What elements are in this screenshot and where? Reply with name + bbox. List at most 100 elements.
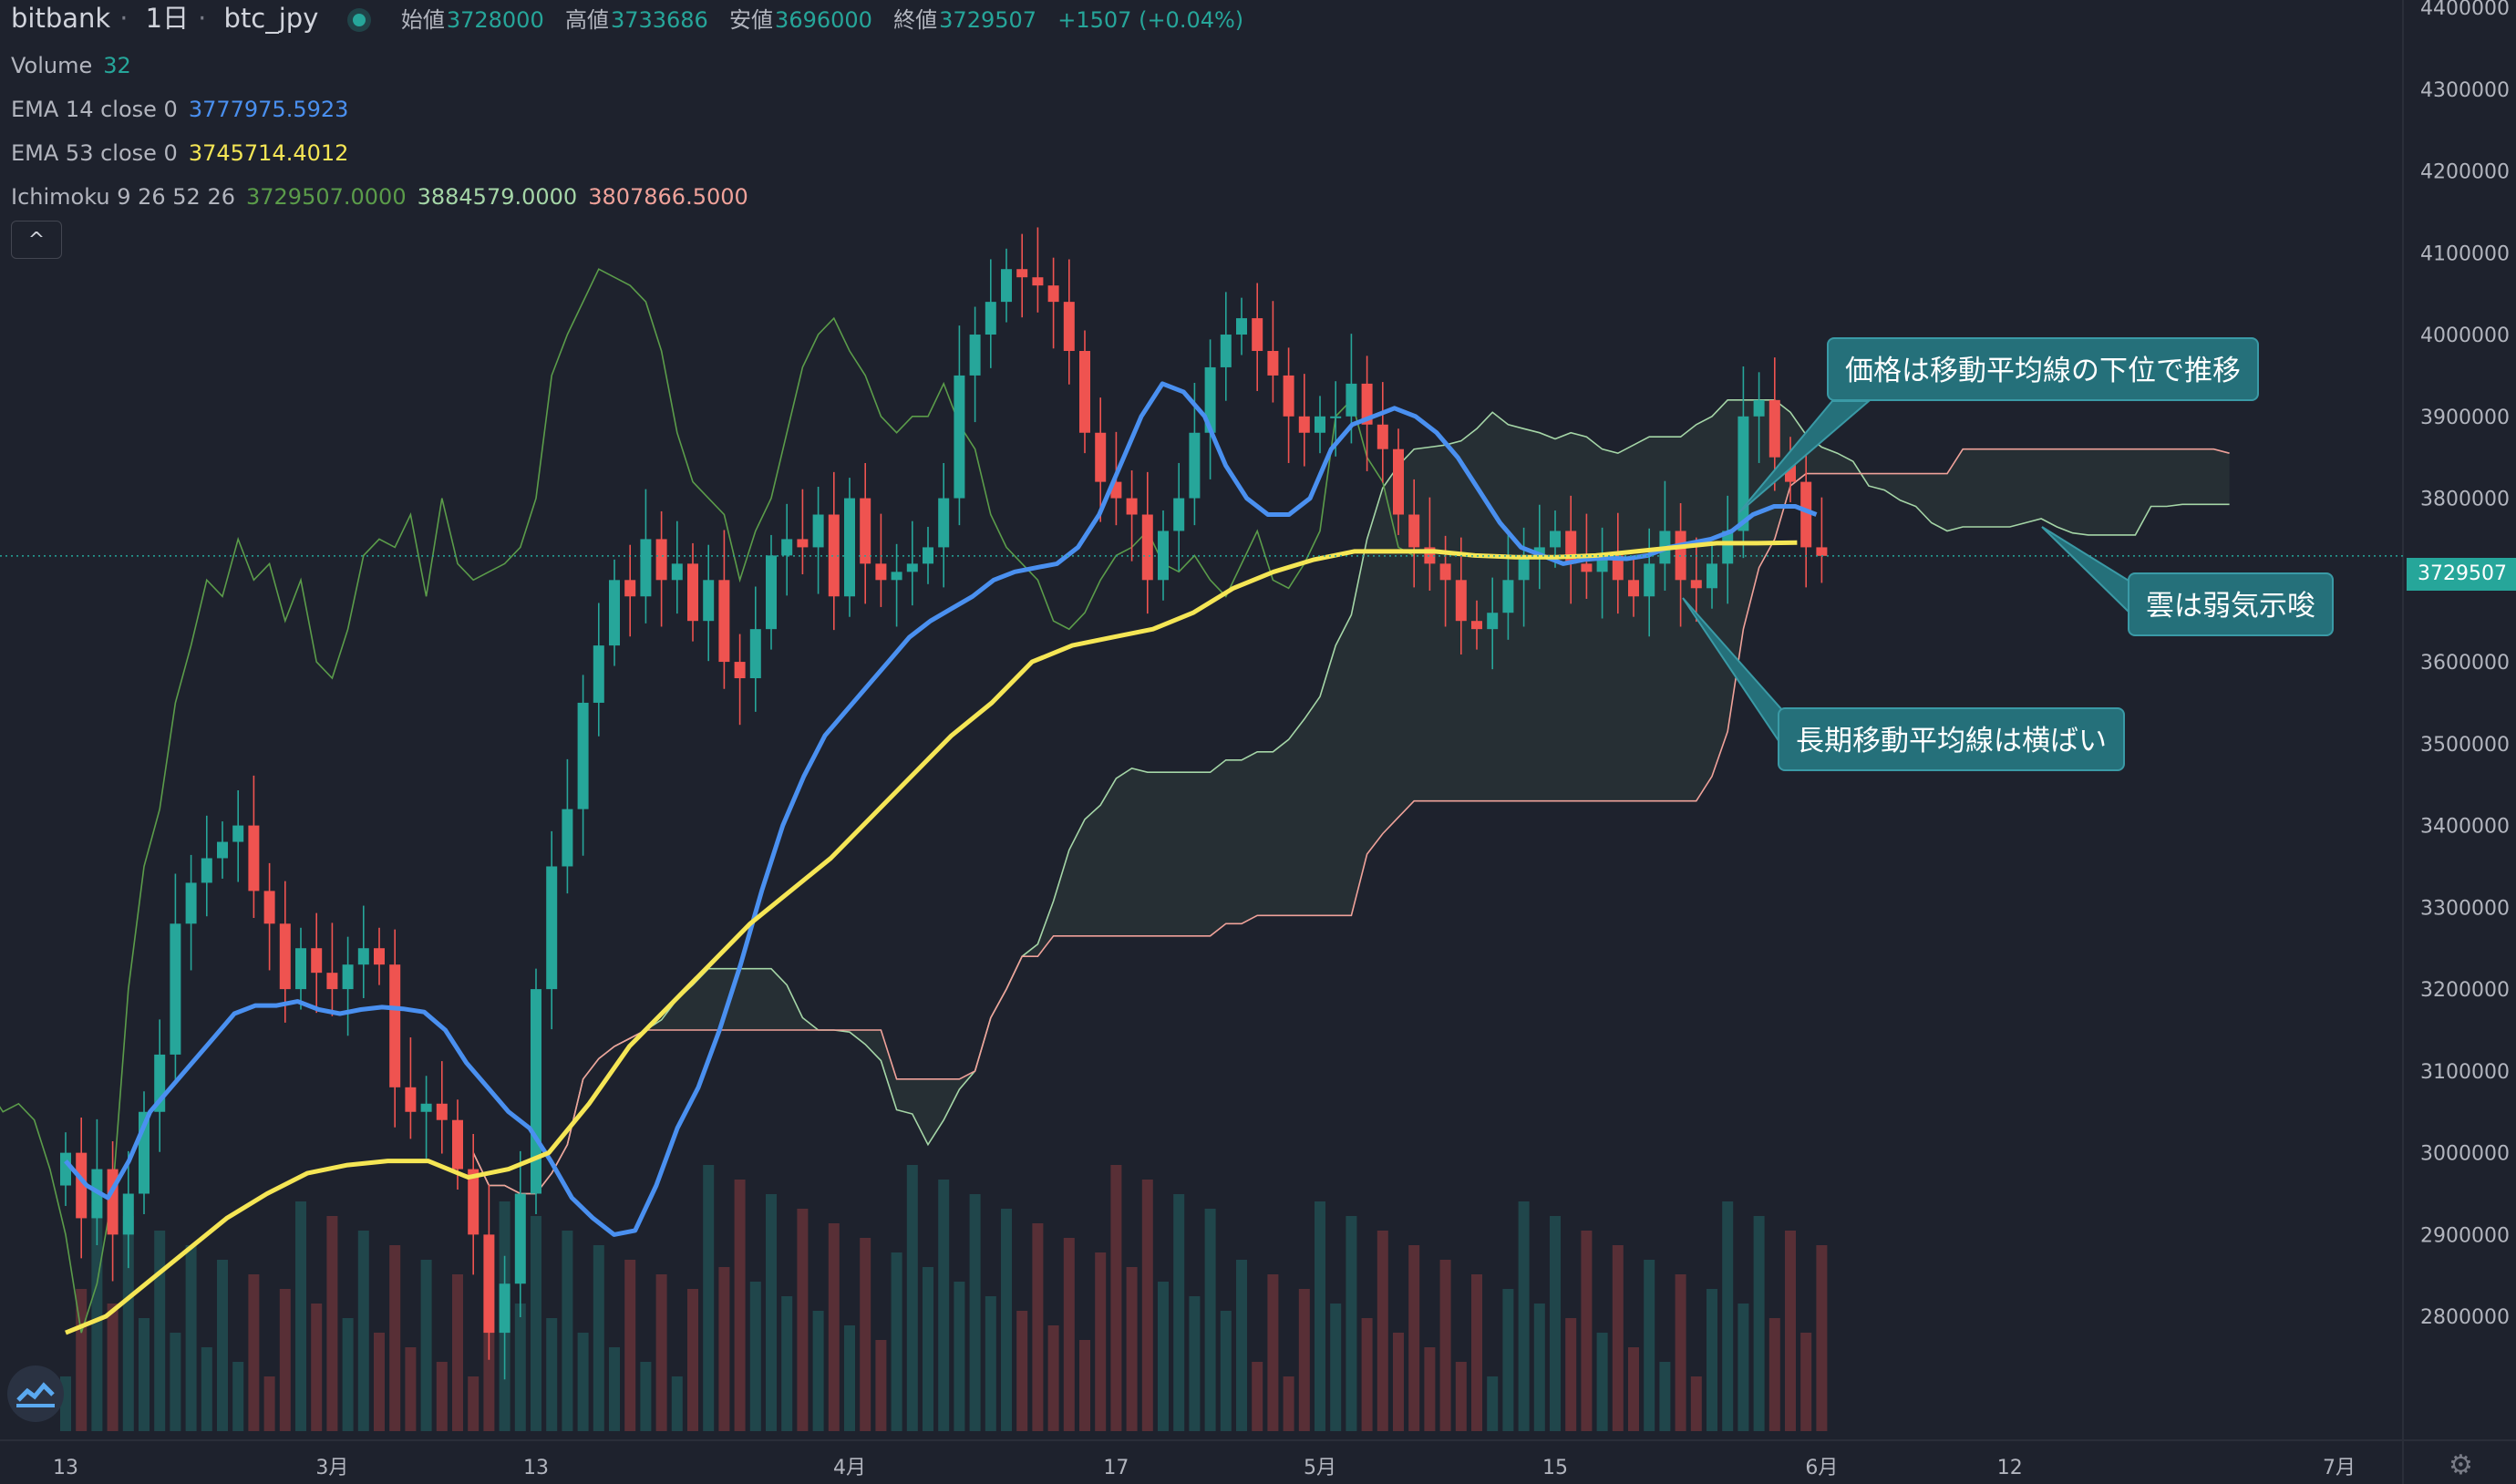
volume-bar	[1487, 1376, 1499, 1431]
volume-bar	[875, 1340, 887, 1431]
volume-bar	[436, 1362, 448, 1431]
volume-bar	[1455, 1362, 1467, 1431]
volume-bar	[1267, 1274, 1279, 1431]
volume-bar	[468, 1376, 479, 1431]
volume-bar	[122, 1216, 134, 1431]
candle-body	[1393, 448, 1404, 515]
volume-bar	[1707, 1289, 1717, 1431]
volume-bar	[640, 1362, 652, 1431]
callout-pointers	[1682, 400, 2134, 751]
x-tick-label: 13	[523, 1457, 549, 1479]
candle-body	[1173, 498, 1185, 531]
ichimoku-cloud	[0, 268, 2230, 1334]
volume-bar	[1581, 1231, 1593, 1431]
volume-legend[interactable]: Volume 32	[11, 51, 142, 80]
leading-span-b	[472, 448, 2230, 1195]
low-label: 安値	[729, 7, 774, 33]
candle-body	[875, 563, 887, 581]
callout-cloud-bearish: 雲は弱気示唆	[2128, 572, 2334, 636]
volume-bar	[671, 1376, 683, 1431]
candle-body	[655, 539, 667, 581]
x-tick-label: 17	[1103, 1457, 1129, 1479]
x-tick-label: 12	[1997, 1457, 2023, 1479]
volume-bar	[1377, 1231, 1388, 1431]
volume-bar	[1361, 1318, 1373, 1431]
y-tick-label: 3300000	[2420, 897, 2510, 920]
volume-bar	[374, 1333, 385, 1431]
candle-body	[248, 825, 260, 891]
volume-bar	[1110, 1165, 1122, 1431]
volume-bar	[781, 1296, 793, 1431]
candle-body	[531, 989, 541, 1194]
close-label: 終値	[893, 7, 938, 33]
candle-body	[812, 514, 824, 548]
candle-body	[499, 1283, 510, 1334]
y-tick-label: 2900000	[2420, 1224, 2510, 1247]
candle-body	[122, 1193, 134, 1235]
candle-body	[593, 645, 604, 703]
collapse-legend-button[interactable]: ^	[11, 221, 62, 259]
candle-body	[389, 964, 401, 1087]
interval[interactable]: 1日	[145, 3, 190, 34]
candle-body	[232, 825, 244, 842]
close-value: 3729507	[939, 7, 1037, 33]
candle-body	[279, 923, 291, 990]
candle-body	[1330, 416, 1342, 418]
pointer-price-below-ma	[1738, 400, 1872, 513]
pointer-cloud-bearish	[2041, 526, 2134, 619]
settings-gear-icon[interactable]: ⚙	[2449, 1449, 2473, 1481]
candle-body	[1267, 350, 1279, 376]
volume-bar	[562, 1231, 573, 1431]
volume-bar	[906, 1165, 918, 1431]
candle-body	[1220, 335, 1232, 367]
volume-bar	[687, 1289, 698, 1431]
candle-body	[562, 809, 573, 867]
candle-body	[1063, 302, 1075, 351]
ema53-legend[interactable]: EMA 53 close 0 3745714.4012	[11, 139, 359, 168]
candle-body	[1707, 563, 1717, 589]
volume-bar	[389, 1245, 401, 1431]
candle-body	[311, 948, 323, 974]
volume-bar	[1675, 1274, 1686, 1431]
candle-body	[1550, 531, 1561, 548]
volume-bar	[1737, 1304, 1749, 1431]
y-tick-label: 4300000	[2420, 79, 2510, 102]
tradingview-logo-icon[interactable]	[7, 1365, 64, 1422]
candle-body	[201, 858, 212, 883]
volume-bar	[295, 1201, 306, 1431]
volume-bar	[1659, 1362, 1671, 1431]
candle-body	[342, 964, 354, 990]
volume-bar	[1644, 1260, 1655, 1431]
ema-lines	[64, 381, 1818, 1335]
candle-body	[1236, 318, 1247, 335]
ema14-value: 3777975.5923	[188, 97, 349, 122]
candle-body	[546, 866, 558, 990]
y-tick-label: 3900000	[2420, 407, 2510, 429]
ema14-legend[interactable]: EMA 14 close 0 3777975.5923	[11, 95, 359, 124]
candle-body	[1690, 580, 1702, 589]
y-tick-label: 4100000	[2420, 242, 2510, 265]
volume-bar	[766, 1194, 777, 1431]
cloud-fill	[473, 399, 2230, 1194]
volume-bar	[1753, 1216, 1765, 1431]
volume-bar	[1550, 1216, 1561, 1431]
low-value: 3696000	[775, 7, 872, 33]
callout-long-ma-flat: 長期移動平均線は横ばい	[1778, 707, 2125, 771]
candle-body	[1158, 531, 1169, 581]
volume-bar	[311, 1304, 323, 1431]
candle-body	[1126, 498, 1138, 515]
volume-bar	[342, 1318, 354, 1431]
volume-bar	[1141, 1180, 1153, 1431]
candle-body	[1581, 563, 1593, 572]
candle-body	[263, 891, 275, 924]
volume-bar	[420, 1260, 432, 1431]
candle-body	[1346, 383, 1357, 417]
ichimoku-legend[interactable]: Ichimoku 9 26 52 26 3729507.0000 3884579.0…	[11, 182, 759, 211]
x-tick-label: 15	[1542, 1457, 1568, 1479]
candle-body	[185, 882, 197, 924]
volume-bar	[1408, 1245, 1420, 1431]
volume-bar	[734, 1180, 746, 1431]
volume-bar	[797, 1209, 809, 1431]
volume-bar	[1565, 1318, 1577, 1431]
